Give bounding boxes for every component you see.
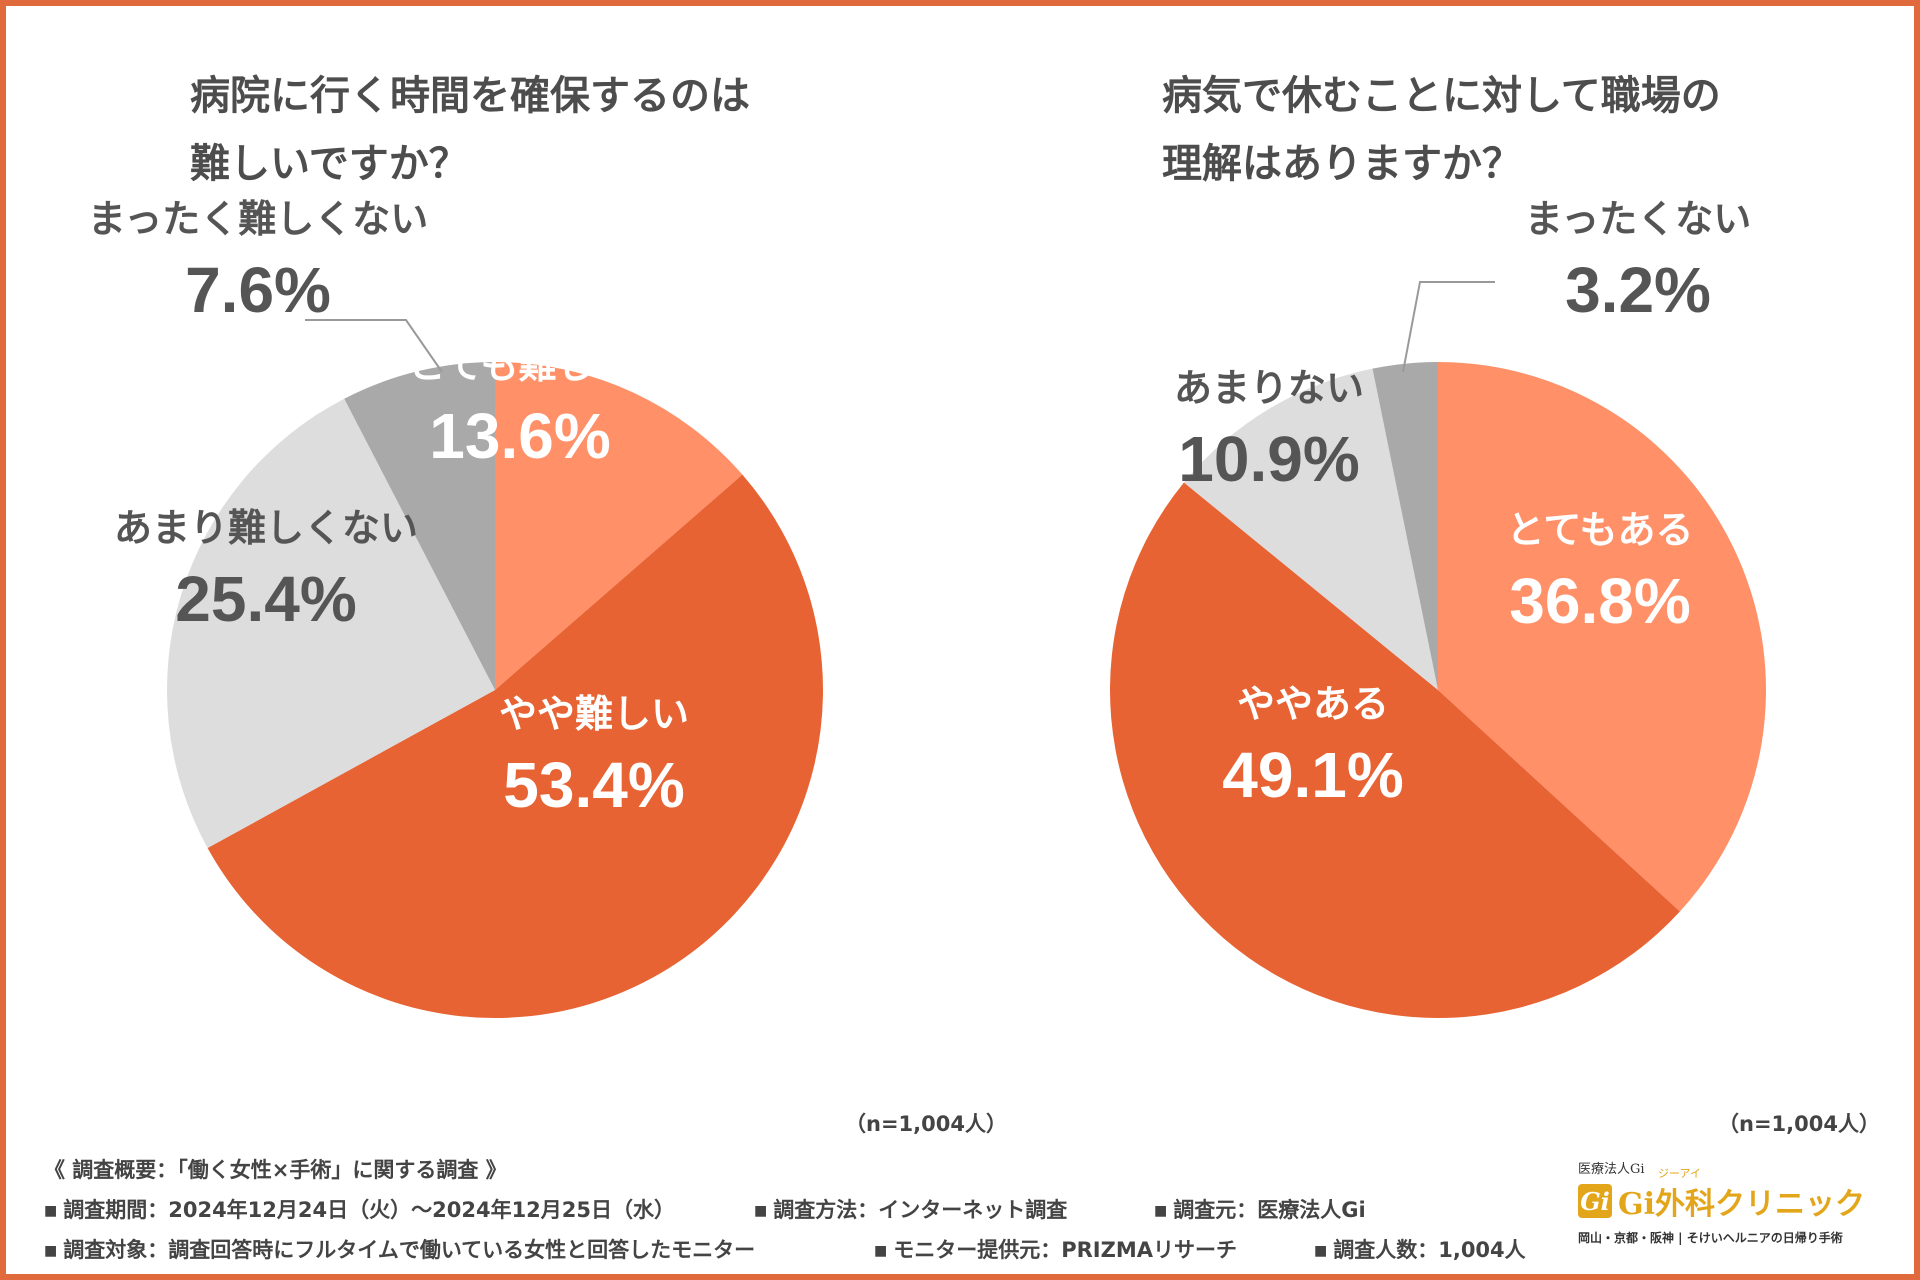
bullet-icon: ■ xyxy=(44,1203,58,1219)
slice-category-label: とてもある xyxy=(1507,508,1694,552)
logo-ruby: ジーアイ xyxy=(1658,1167,1702,1180)
slice-value-label: 36.8% xyxy=(1509,565,1690,637)
bullet-icon: ■ xyxy=(44,1243,58,1259)
slice-value-label: 53.4% xyxy=(503,749,684,821)
slice-category-label: やや難しい xyxy=(499,692,689,736)
slice-category-label: あまり難しくない xyxy=(114,506,418,550)
survey-summary: 《 調査概要：「働く女性×手術」に関する調査 》 ■ 調査期間：2024年12月2… xyxy=(44,1150,1544,1270)
slice-category-label: あまりない xyxy=(1174,366,1364,410)
chart-1-title-line1: 病院に行く時間を確保するのは xyxy=(190,73,750,119)
survey-line-1: ■ 調査期間：2024年12月24日（火）～2024年12月25日（水） ■ 調査方法… xyxy=(44,1190,1544,1230)
chart-2-title-line2: 理解はありますか？ xyxy=(1162,141,1522,187)
pie-slice-2-1 xyxy=(1438,362,1766,912)
survey-target: ■ 調査対象：調査回答時にフルタイムで働いている女性と回答したモニター xyxy=(44,1238,756,1262)
slice-value-label: 49.1% xyxy=(1222,739,1403,811)
pie-slice-1-1 xyxy=(495,362,743,690)
leader-line-1-4 xyxy=(305,319,443,373)
logo-tagline: 岡山・京都・阪神 | そけいヘルニアの日帰り手術 xyxy=(1578,1231,1843,1245)
logo-clinic-name: ジーアイ Gi外科クリニック xyxy=(1618,1167,1866,1222)
bullet-icon: ■ xyxy=(754,1203,768,1219)
pie-slice-2-2 xyxy=(1110,482,1680,1018)
slice-value-label: 10.9% xyxy=(1178,423,1359,495)
survey-line-2: ■ 調査対象：調査回答時にフルタイムで働いている女性と回答したモニター ■ モニター提… xyxy=(44,1230,1544,1270)
survey-period: ■ 調査期間：2024年12月24日（火）～2024年12月25日（水） xyxy=(44,1198,676,1222)
bullet-icon: ■ xyxy=(1154,1203,1168,1219)
pie-slice-2-4 xyxy=(1372,362,1438,690)
slice-value-label: 3.2% xyxy=(1565,254,1711,326)
clinic-logo: 医療法人Gi Gi ジーアイ Gi外科クリニック 岡山・京都・阪神 | そけいヘ… xyxy=(1578,1158,1898,1258)
survey-count: ■ 調査人数：1,004人 xyxy=(1314,1238,1526,1262)
chart-2-sample-size: （n=1,004人） xyxy=(1718,1112,1880,1136)
bullet-icon: ■ xyxy=(1314,1243,1328,1259)
slice-value-label: 7.6% xyxy=(185,254,331,326)
logo-corp-name: 医療法人Gi xyxy=(1578,1162,1645,1177)
slice-category-label: とても難しい xyxy=(408,343,633,387)
slice-category-label: まったくない xyxy=(1525,197,1751,241)
chart-2-title-line1: 病気で休むことに対して職場の xyxy=(1162,73,1721,119)
pie-chart-1: とても難しい 13.6% やや難しい 53.4% あまり難しくない 25.4% まったく難し… xyxy=(88,197,823,1019)
gi-logo-icon: Gi xyxy=(1578,1184,1612,1218)
slice-value-label: 13.6% xyxy=(429,400,610,472)
survey-method: ■ 調査方法：インターネット調査 xyxy=(754,1198,1068,1222)
pie-slice-2-3 xyxy=(1183,368,1438,690)
slice-category-label: まったく難しくない xyxy=(88,197,428,241)
chart-1-title-line2: 難しいですか？ xyxy=(190,141,469,187)
chart-1-title: 病院に行く時間を確保するのは 難しいですか？ xyxy=(190,62,750,198)
chart-1-sample-size: （n=1,004人） xyxy=(845,1112,1007,1136)
pie-slice-1-2 xyxy=(207,474,823,1019)
survey-provider: ■ モニター提供元：PRIZMAリサーチ xyxy=(874,1238,1237,1262)
leader-line-2-4 xyxy=(1402,281,1495,373)
chart-2-title: 病気で休むことに対して職場の 理解はありますか？ xyxy=(1162,62,1721,198)
bullet-icon: ■ xyxy=(874,1243,888,1259)
pie-slice-1-4 xyxy=(344,362,495,690)
slice-value-label: 25.4% xyxy=(175,563,356,635)
slice-category-label: ややある xyxy=(1237,682,1389,726)
survey-source: ■ 調査元：医療法人Gi xyxy=(1154,1198,1366,1222)
pie-slice-1-3 xyxy=(167,398,495,849)
survey-heading: 《 調査概要：「働く女性×手術」に関する調査 》 xyxy=(44,1158,507,1182)
pie-chart-2: とてもある 36.8% ややある 49.1% あまりない 10.9% まったくない 3.2% xyxy=(1110,197,1766,1018)
